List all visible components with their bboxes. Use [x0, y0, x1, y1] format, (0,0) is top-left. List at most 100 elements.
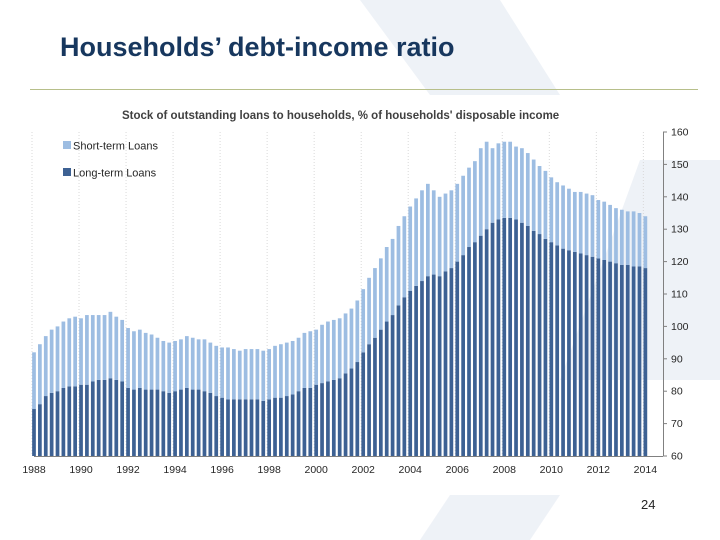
- bar-short-term-35: [237, 350, 242, 400]
- chart-title: Stock of outstanding loans to households…: [122, 110, 559, 122]
- bar-long-term-27: [190, 389, 195, 456]
- bar-long-term-66: [420, 281, 424, 456]
- bar-long-term-94: [584, 255, 589, 456]
- bar-long-term-81: [508, 217, 513, 456]
- bar-long-term-56: [361, 352, 366, 456]
- bar-short-term-65: [414, 198, 418, 286]
- bar-short-term-56: [361, 289, 366, 353]
- bar-long-term-93: [578, 253, 583, 456]
- bar-long-term-88: [549, 242, 554, 456]
- bar-short-term-86: [537, 166, 542, 235]
- bar-short-term-94: [584, 193, 589, 256]
- bar-long-term-76: [478, 235, 483, 456]
- bar-long-term-100: [619, 264, 624, 456]
- bar-long-term-6: [67, 386, 72, 456]
- x-tick-label-2002: 2002: [352, 464, 376, 476]
- bar-long-term-64: [408, 290, 413, 456]
- bar-long-term-26: [184, 387, 189, 456]
- bar-short-term-24: [173, 340, 177, 392]
- bar-short-term-104: [643, 216, 648, 269]
- bar-short-term-50: [326, 321, 330, 382]
- bar-short-term-96: [596, 200, 601, 259]
- bar-long-term-23: [167, 392, 172, 456]
- bar-short-term-12: [102, 315, 107, 380]
- bar-long-term-7: [73, 386, 78, 456]
- y-tick-label-100: 100: [671, 321, 689, 333]
- bar-short-term-18: [137, 329, 142, 388]
- bar-short-term-11: [96, 315, 101, 380]
- bar-short-term-79: [496, 143, 501, 220]
- slide-title: Households’ debt-income ratio: [60, 32, 455, 62]
- bar-short-term-2: [43, 336, 48, 397]
- bar-long-term-39: [261, 400, 266, 456]
- bar-short-term-74: [467, 167, 471, 248]
- bar-short-term-85: [531, 159, 536, 231]
- bar-short-term-47: [308, 331, 313, 388]
- legend-swatch-short-term: [63, 141, 71, 149]
- bar-long-term-30: [208, 392, 213, 456]
- bar-long-term-62: [396, 305, 401, 456]
- bar-short-term-8: [79, 318, 83, 385]
- bar-long-term-20: [149, 389, 154, 456]
- bar-long-term-35: [237, 399, 242, 456]
- bar-short-term-17: [132, 331, 136, 390]
- bar-short-term-36: [243, 349, 248, 400]
- bar-long-term-82: [514, 219, 518, 456]
- bar-long-term-11: [96, 379, 101, 456]
- bar-long-term-52: [337, 378, 342, 456]
- bar-long-term-99: [614, 263, 618, 456]
- x-tick-label-1994: 1994: [163, 464, 187, 476]
- bar-short-term-78: [490, 148, 495, 223]
- bar-short-term-76: [478, 148, 483, 236]
- bar-long-term-84: [525, 225, 530, 456]
- bar-short-term-26: [184, 336, 189, 388]
- bar-long-term-51: [331, 379, 336, 456]
- bar-long-term-46: [302, 387, 307, 456]
- bar-long-term-75: [473, 242, 477, 456]
- page-number: 24: [641, 497, 656, 512]
- bar-long-term-60: [384, 321, 389, 456]
- bar-long-term-48: [314, 384, 319, 456]
- bar-short-term-52: [337, 318, 342, 379]
- bar-short-term-101: [625, 211, 630, 265]
- bar-long-term-67: [426, 276, 430, 456]
- bar-long-term-53: [343, 373, 348, 456]
- bar-short-term-93: [578, 191, 583, 254]
- bar-short-term-62: [396, 225, 401, 306]
- bar-long-term-95: [590, 256, 595, 456]
- legend-label-long-term: Long-term Loans: [73, 168, 157, 180]
- bar-short-term-75: [473, 161, 477, 243]
- bar-short-term-16: [126, 328, 130, 388]
- bar-long-term-65: [414, 285, 418, 456]
- bar-short-term-71: [449, 190, 454, 269]
- bar-long-term-58: [373, 337, 377, 456]
- bar-short-term-19: [143, 332, 148, 390]
- bar-long-term-0: [32, 409, 36, 456]
- bar-short-term-39: [261, 350, 266, 401]
- bar-short-term-3: [49, 329, 54, 393]
- bar-short-term-29: [202, 339, 207, 392]
- bar-long-term-15: [120, 381, 125, 456]
- bar-long-term-22: [161, 391, 166, 456]
- bar-long-term-74: [467, 247, 471, 456]
- x-tick-label-2006: 2006: [446, 464, 470, 476]
- vertical-gridlines: [31, 132, 644, 456]
- bar-short-term-7: [73, 316, 78, 387]
- bar-long-term-32: [220, 397, 224, 456]
- bar-short-term-5: [61, 321, 66, 388]
- bar-long-term-89: [555, 245, 560, 456]
- bar-short-term-28: [196, 339, 201, 390]
- bar-long-term-24: [173, 391, 177, 456]
- bar-short-term-22: [161, 340, 166, 392]
- bar-long-term-70: [443, 271, 448, 456]
- bar-short-term-1: [38, 344, 42, 405]
- bar-short-term-72: [455, 183, 460, 262]
- bar-long-term-63: [402, 297, 407, 456]
- bar-short-term-68: [431, 190, 436, 275]
- bar-short-term-33: [226, 347, 230, 400]
- bar-long-term-12: [102, 379, 107, 456]
- bar-long-term-54: [349, 368, 354, 456]
- bar-short-term-0: [32, 352, 36, 410]
- bar-group: [32, 141, 648, 456]
